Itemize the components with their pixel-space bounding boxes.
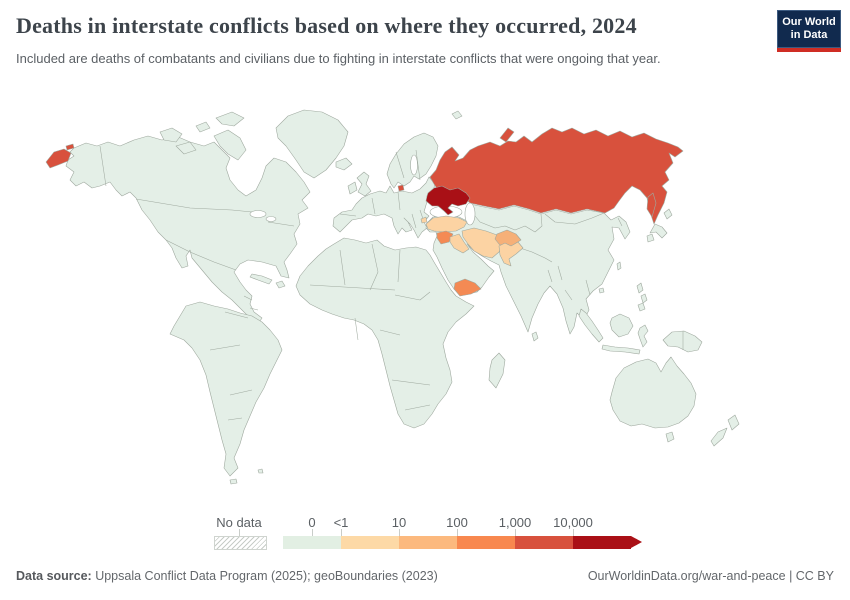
legend-bin-lt1-10[interactable]	[341, 536, 399, 549]
owid-logo-line2: in Data	[790, 29, 828, 41]
legend-tick	[573, 529, 574, 536]
country-russia[interactable]	[429, 127, 684, 225]
landmass-japan[interactable]	[646, 208, 673, 243]
legend-no-data-swatch[interactable]	[214, 536, 267, 550]
legend-tick	[312, 529, 313, 536]
legend-bin-10-100[interactable]	[399, 536, 457, 549]
legend-tick-label-1000: 1,000	[498, 515, 532, 530]
legend-tick	[515, 529, 516, 536]
caspian-sea	[464, 202, 476, 226]
legend-tick-label-10000: 10,000	[553, 515, 593, 530]
country-pakistan[interactable]	[498, 241, 524, 267]
landmass-africa[interactable]	[295, 237, 475, 429]
legend-bin-100-1000[interactable]	[457, 536, 515, 549]
landmass-north-america[interactable]	[65, 135, 311, 325]
landmass-madagascar[interactable]	[488, 352, 506, 389]
country-ukraine[interactable]	[425, 185, 471, 216]
country-turkey[interactable]	[420, 215, 468, 233]
legend-arrow-tip	[631, 536, 642, 548]
landmass-sri-lanka[interactable]	[531, 331, 539, 342]
legend-bin-1000-10000[interactable]	[515, 536, 573, 549]
great-lakes-east	[265, 216, 277, 222]
landmass-south-america[interactable]	[169, 301, 283, 485]
owid-logo-line1: Our World	[782, 16, 836, 29]
data-source-label: Data source:	[16, 569, 92, 583]
country-borders	[99, 145, 684, 421]
legend-bin-10000-plus[interactable]	[573, 536, 631, 549]
landmass-new-zealand[interactable]	[710, 414, 740, 447]
legend-no-data-label: No data	[216, 515, 262, 530]
landmass-europe[interactable]	[332, 176, 436, 239]
landmass-philippines-taiwan[interactable]	[598, 261, 648, 312]
country-russia-chukotka-west[interactable]	[45, 143, 75, 169]
legend-tick	[399, 529, 400, 536]
country-russia-sakhalin[interactable]	[646, 192, 657, 218]
legend-tick-label-100: 100	[446, 515, 468, 530]
landmass-british-isles[interactable]	[347, 110, 463, 197]
owid-logo-red-bar	[777, 48, 841, 52]
legend-tick-label-0: 0	[308, 515, 316, 530]
legend-tick	[457, 529, 458, 536]
country-russia-kaliningrad[interactable]	[397, 184, 405, 192]
great-lakes	[249, 210, 267, 218]
country-yemen[interactable]	[453, 278, 482, 297]
country-syria[interactable]	[436, 230, 454, 245]
data-source-note: Data source: Uppsala Conflict Data Progr…	[16, 569, 438, 583]
country-russia-novaya-zemlya[interactable]	[499, 127, 515, 143]
landmass-iceland[interactable]	[335, 157, 353, 171]
country-iraq[interactable]	[449, 233, 470, 254]
gulf-of-bothnia	[410, 154, 418, 176]
landmass-caribbean[interactable]	[249, 273, 286, 289]
page-title: Deaths in interstate conflicts based on …	[16, 13, 637, 38]
landmass-arctic-islands[interactable]	[159, 111, 247, 161]
attribution-link[interactable]: OurWorldinData.org/war-and-peace | CC BY	[587, 569, 834, 583]
legend-tick	[341, 529, 342, 536]
legend-tick-label-lt1: <1	[333, 515, 349, 530]
landmass-new-guinea[interactable]	[662, 330, 703, 353]
country-iran[interactable]	[461, 227, 504, 259]
data-source-text: Uppsala Conflict Data Program (2025); ge…	[91, 569, 438, 583]
legend-bin-0[interactable]	[283, 536, 341, 549]
legend-tick-label-10: 10	[391, 515, 407, 530]
owid-logo: Our World in Data	[777, 10, 841, 52]
owid-logo-box: Our World in Data	[777, 10, 841, 48]
landmass-indonesia[interactable]	[578, 308, 649, 355]
landmass-greenland[interactable]	[275, 109, 349, 179]
legend-tick	[239, 529, 240, 536]
landmass-australia[interactable]	[609, 356, 697, 443]
chart-subtitle: Included are deaths of combatants and ci…	[16, 51, 661, 66]
